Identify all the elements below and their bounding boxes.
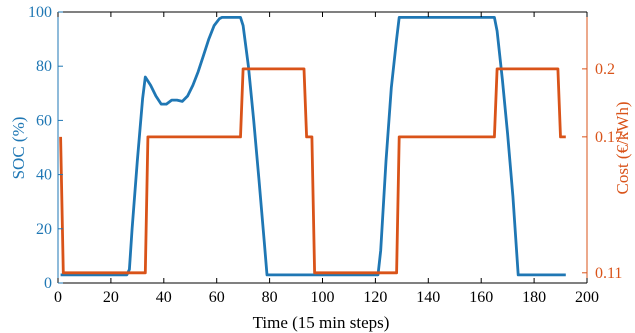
x-tick-label: 40 [156, 289, 172, 306]
right-y-axis-label: Cost (€/kWh) [613, 101, 632, 194]
x-axis-label: Time (15 min steps) [253, 313, 390, 332]
right-y-tick-label: 0.2 [595, 61, 615, 78]
x-tick-label: 140 [416, 289, 440, 306]
x-tick-label: 120 [363, 289, 387, 306]
left-y-tick-label: 20 [36, 221, 52, 238]
x-tick-label: 100 [311, 289, 335, 306]
soc-series-line [60, 15, 566, 277]
x-tick-label: 20 [103, 289, 119, 306]
x-tick-label: 60 [209, 289, 225, 306]
x-tick-label: 160 [469, 289, 493, 306]
x-tick-label: 80 [262, 289, 278, 306]
x-tick-label: 180 [522, 289, 546, 306]
right-y-tick-label: 0.17 [595, 129, 623, 146]
left-y-tick-label: 40 [36, 167, 52, 184]
axes: 0 20 40 60 80 100 120 140 160 180 200 0 20 40 60 80 100 0… [28, 4, 623, 306]
cost-series-line [59, 67, 566, 275]
left-y-tick-label: 60 [36, 112, 52, 129]
plot-area [59, 15, 566, 277]
left-y-tick-label: 0 [44, 275, 52, 292]
left-y-tick-label: 80 [36, 58, 52, 75]
right-y-tick-label: 0.11 [595, 265, 622, 282]
left-y-axis-label: SOC (%) [9, 117, 28, 180]
left-y-tick-label: 100 [28, 4, 52, 21]
x-tick-label: 200 [575, 289, 599, 306]
x-tick-label: 0 [54, 289, 62, 306]
